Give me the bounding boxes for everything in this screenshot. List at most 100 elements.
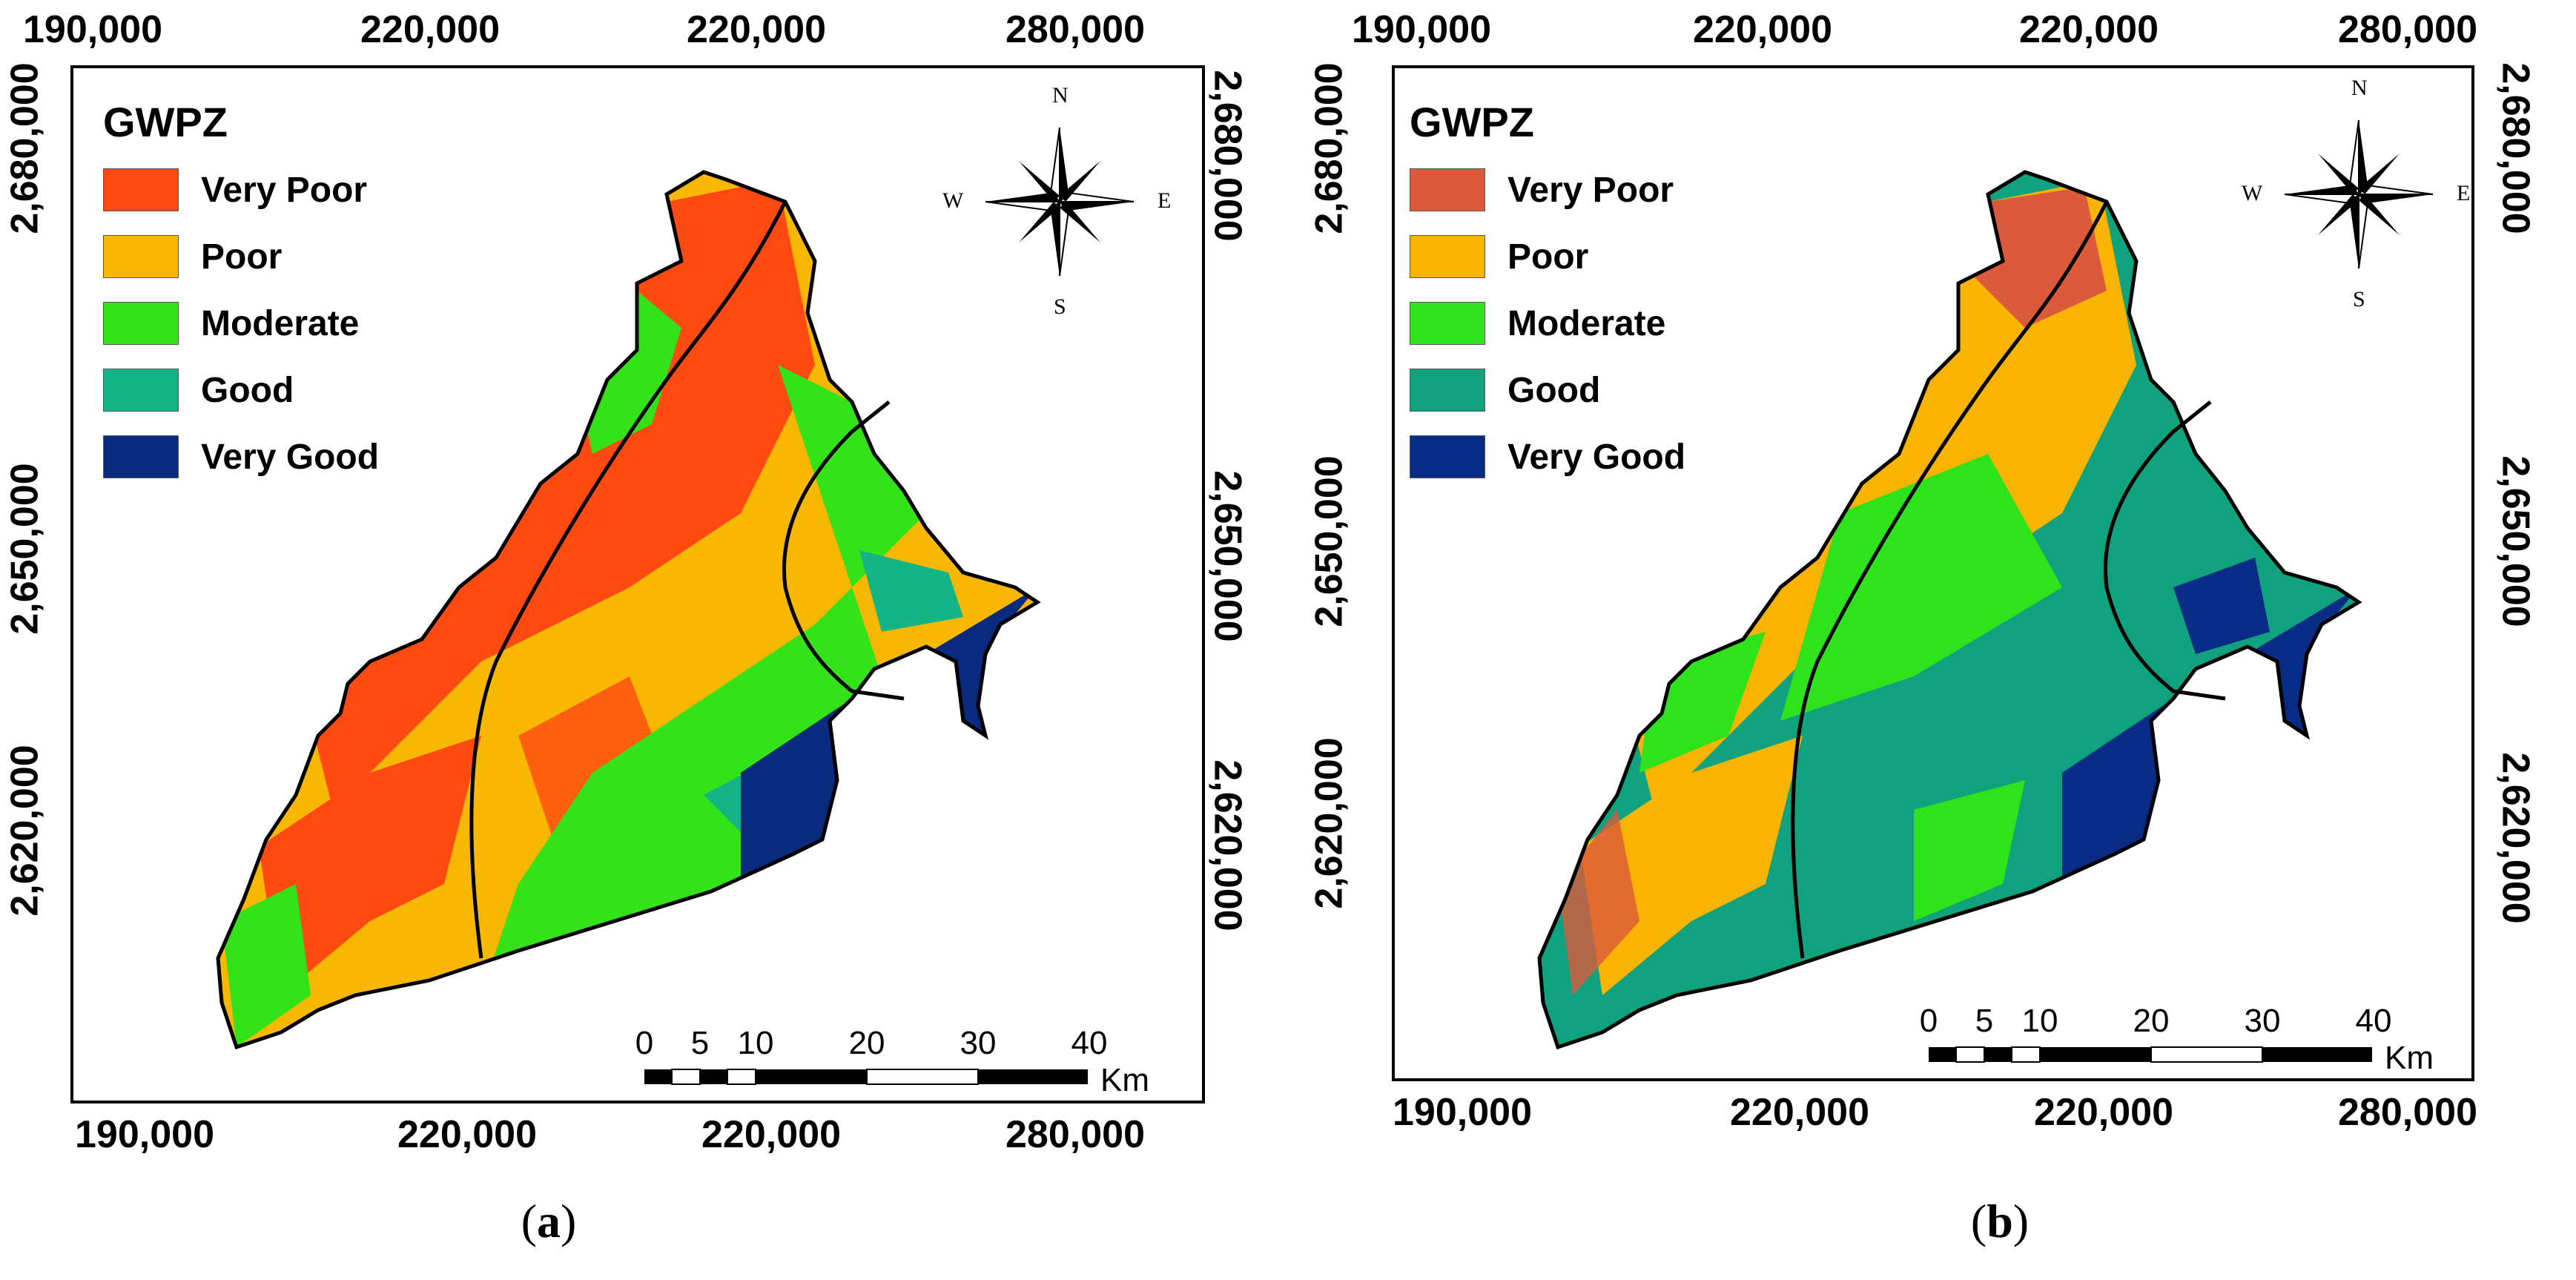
- legend-item: Poor: [1410, 223, 1685, 290]
- legend: GWPZ Very Poor Poor Moderate Good Very G…: [103, 98, 379, 490]
- y-tick-right: 2,680,000: [2494, 62, 2537, 234]
- legend: GWPZ Very Poor Poor Moderate Good Very G…: [1410, 98, 1685, 490]
- x-tick-bottom: 280,000: [2338, 1091, 2477, 1134]
- legend-item: Very Poor: [1410, 156, 1685, 223]
- legend-label: Good: [1507, 370, 1601, 410]
- x-tick-bottom: 220,000: [701, 1113, 841, 1156]
- x-tick-bottom: 220,000: [397, 1113, 537, 1156]
- legend-swatch-moderate: [103, 302, 179, 345]
- x-tick-top: 220,000: [2019, 8, 2159, 51]
- panel-caption: (b): [1970, 1195, 2030, 1247]
- legend-title: GWPZ: [103, 99, 228, 145]
- y-tick-right: 2,650,000: [1206, 470, 1249, 642]
- panel-caption: (a): [521, 1195, 577, 1247]
- scale-label: 20: [848, 1025, 885, 1061]
- scale-label: 30: [2244, 1003, 2281, 1039]
- legend-swatch-very-good: [103, 435, 179, 478]
- legend-item: Moderate: [1410, 290, 1685, 357]
- legend-swatch-very-poor: [1410, 168, 1485, 211]
- legend-label: Very Poor: [201, 170, 368, 210]
- x-tick-bottom: 280,000: [1005, 1113, 1145, 1156]
- scale-unit: Km: [2385, 1040, 2434, 1076]
- x-tick-top: 280,000: [2338, 8, 2477, 51]
- x-tick-bottom: 190,000: [1393, 1091, 1532, 1134]
- legend-swatch-good: [103, 369, 179, 412]
- compass-w: W: [942, 188, 964, 213]
- legend-label: Poor: [1507, 237, 1589, 277]
- y-tick-left: 2,620,000: [1307, 737, 1351, 909]
- legend-label: Good: [201, 370, 294, 410]
- legend-label: Very Good: [201, 437, 380, 477]
- compass-n: N: [2351, 76, 2368, 100]
- y-tick-left: 2,620,000: [3, 745, 47, 917]
- scale-label: 40: [1071, 1025, 1108, 1061]
- scale-bar: 0 5 10 20 30 40 Km: [1920, 1003, 2448, 1077]
- scale-label: 30: [960, 1025, 997, 1061]
- x-tick-top: 280,000: [1005, 8, 1145, 51]
- y-tick-right: 2,620,000: [2494, 752, 2537, 924]
- compass-s: S: [2353, 287, 2365, 311]
- map-panel-b: 190,000 220,000 220,000 280,000 190,000 …: [1288, 0, 2576, 1280]
- legend-item: Very Good: [1410, 423, 1685, 490]
- compass-rose-icon: N S E W: [2242, 76, 2470, 311]
- caption-letter: b: [1987, 1195, 2013, 1247]
- legend-label: Moderate: [201, 303, 360, 343]
- x-tick-top: 190,000: [23, 8, 162, 51]
- legend-swatch-very-poor: [103, 168, 179, 211]
- x-tick-top: 190,000: [1352, 8, 1491, 51]
- legend-item: Moderate: [103, 290, 379, 357]
- scale-label: 5: [1975, 1003, 1994, 1039]
- scale-bar-graphic: [644, 1069, 1088, 1085]
- legend-item: Poor: [103, 223, 379, 290]
- x-tick-top: 220,000: [1693, 8, 1832, 51]
- y-tick-right: 2,650,000: [2494, 455, 2537, 627]
- x-tick-bottom: 220,000: [2034, 1091, 2173, 1134]
- legend-swatch-poor: [103, 235, 179, 278]
- y-tick-left: 2,680,000: [3, 62, 47, 234]
- map-panel-a: 190,000 220,000 220,000 280,000 190,000 …: [3, 8, 1249, 1247]
- y-tick-right: 2,680,000: [1206, 70, 1249, 242]
- scale-label: 10: [737, 1025, 774, 1061]
- compass-rose-icon: N S E W: [942, 83, 1171, 319]
- scale-label: 40: [2355, 1003, 2392, 1039]
- compass-w: W: [2242, 181, 2263, 205]
- scale-label: 5: [690, 1025, 710, 1061]
- legend-swatch-moderate: [1410, 302, 1485, 345]
- x-tick-bottom: 220,000: [1730, 1091, 1869, 1134]
- legend-title: GWPZ: [1410, 99, 1534, 145]
- map-frame: GWPZ Very Poor Poor Moderate Good Very G…: [70, 65, 1205, 1103]
- legend-item: Good: [1410, 357, 1685, 423]
- scale-bar-graphic: [1929, 1046, 2372, 1063]
- y-tick-left: 2,650,000: [1307, 455, 1351, 627]
- compass-e: E: [1157, 188, 1172, 213]
- caption-letter: a: [537, 1195, 561, 1247]
- legend-item: Very Poor: [103, 156, 379, 223]
- y-tick-left: 2,650,000: [3, 463, 47, 635]
- legend-label: Moderate: [1507, 303, 1666, 343]
- legend-swatch-poor: [1410, 235, 1485, 278]
- legend-swatch-very-good: [1410, 435, 1485, 478]
- x-tick-top: 220,000: [687, 8, 826, 51]
- x-tick-top: 220,000: [360, 8, 500, 51]
- map-frame: GWPZ Very Poor Poor Moderate Good Very G…: [1392, 65, 2474, 1081]
- scale-bar: 0 5 10 20 30 40 Km: [635, 1025, 1163, 1099]
- compass-s: S: [1054, 294, 1066, 319]
- y-tick-right: 2,620,000: [1206, 759, 1249, 931]
- legend-swatch-good: [1410, 369, 1485, 412]
- scale-label: 0: [1919, 1003, 1938, 1039]
- scale-label: 20: [2133, 1003, 2170, 1039]
- scale-label: 10: [2021, 1003, 2058, 1039]
- scale-unit: Km: [1100, 1062, 1149, 1098]
- legend-label: Poor: [201, 237, 283, 277]
- compass-e: E: [2457, 181, 2471, 205]
- compass-n: N: [1052, 83, 1069, 108]
- gwpz-map-b: [1395, 68, 2474, 1081]
- gwpz-map-a: [73, 68, 1205, 1103]
- y-tick-left: 2,680,000: [1307, 62, 1351, 234]
- x-tick-bottom: 190,000: [75, 1113, 214, 1156]
- legend-label: Very Good: [1507, 437, 1686, 477]
- legend-label: Very Poor: [1507, 170, 1674, 210]
- legend-item: Good: [103, 357, 379, 423]
- scale-label: 0: [635, 1025, 654, 1061]
- legend-item: Very Good: [103, 423, 379, 490]
